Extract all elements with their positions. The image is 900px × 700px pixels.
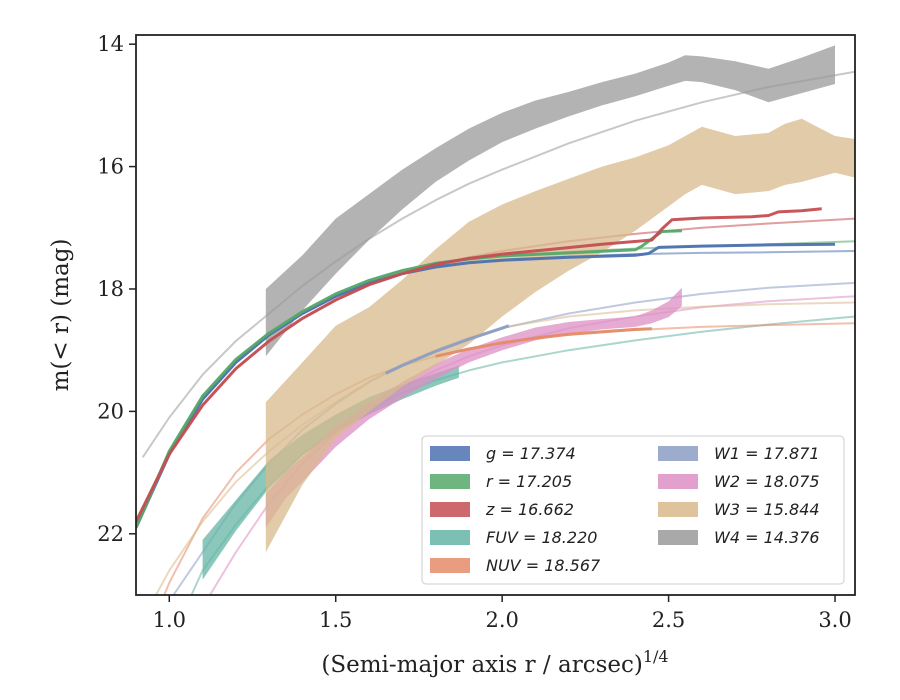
- y-tick-label: 20: [97, 399, 124, 423]
- legend-label-w1: W1 = 17.871: [714, 444, 820, 463]
- data-line-g: [136, 242, 836, 529]
- axis-ticks: 1.0 1.5 2.0 2.5 3.0 14 16 18 20 22: [97, 32, 851, 632]
- data-band-w3: [265, 118, 855, 553]
- data-line-r: [136, 229, 682, 529]
- y-axis-label: m(< r) (mag): [48, 239, 74, 392]
- x-tick-label: 3.0: [818, 608, 851, 632]
- legend-swatch-nuv: [430, 558, 470, 573]
- legend-swatch-r: [430, 474, 470, 489]
- legend-label-z: z = 16.662: [485, 500, 574, 519]
- legend-swatch-g: [430, 446, 470, 461]
- legend-swatch-fuv: [430, 530, 470, 545]
- y-tick-label: 22: [97, 522, 124, 546]
- legend-label-w4: W4 = 14.376: [714, 528, 820, 547]
- legend-label-r: r = 17.205: [486, 472, 572, 491]
- legend-label-w2: W2 = 18.075: [714, 472, 820, 491]
- x-tick-label: 1.5: [319, 608, 352, 632]
- legend-label-g: g = 17.374: [486, 444, 576, 463]
- x-tick-label: 1.0: [153, 608, 186, 632]
- data-line-z: [136, 207, 822, 523]
- model-curve-w4: [141, 70, 855, 458]
- legend-swatch-z: [430, 502, 470, 517]
- y-tick-label: 14: [97, 32, 124, 56]
- legend-label-fuv: FUV = 18.220: [486, 528, 597, 547]
- data-line-nuv: [435, 327, 652, 358]
- plot-frame: [135, 34, 856, 596]
- legend-label-nuv: NUV = 18.567: [486, 556, 601, 575]
- data-line-w1: [385, 324, 510, 375]
- legend-swatch-w4: [658, 530, 698, 545]
- legend-swatch-w2: [658, 474, 698, 489]
- x-tick-label: 2.0: [485, 608, 518, 632]
- y-tick-label: 18: [97, 277, 124, 301]
- data-band-w4: [265, 45, 835, 357]
- legend-swatch-w3: [658, 502, 698, 517]
- y-tick-label: 16: [97, 155, 124, 179]
- legend-label-w3: W3 = 15.844: [714, 500, 820, 519]
- legend-frame: [421, 435, 845, 585]
- data-lines: [136, 207, 836, 529]
- legend: g = 17.374 r = 17.205 z = 16.662 FUV = 18.2…: [421, 435, 845, 585]
- x-tick-label: 2.5: [652, 608, 685, 632]
- legend-swatch-w1: [658, 446, 698, 461]
- x-axis-label: (Semi-major axis r / arcsec)1/4: [321, 647, 668, 678]
- data-bands: [202, 45, 855, 580]
